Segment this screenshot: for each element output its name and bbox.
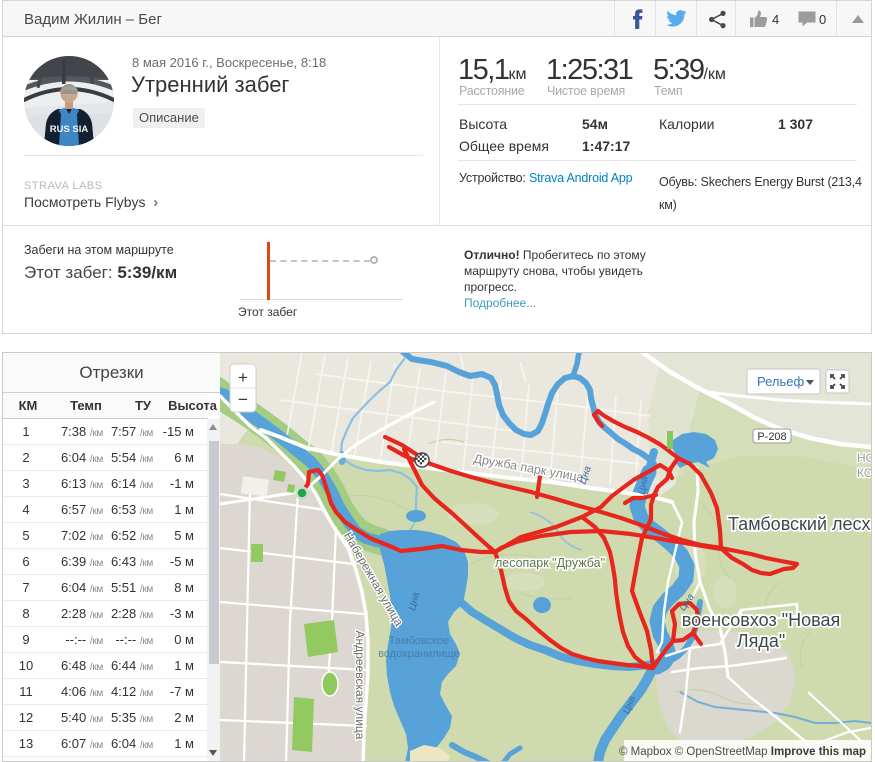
svg-text:Р-208: Р-208 — [757, 431, 786, 443]
svg-text:Цна: Цна — [407, 591, 422, 612]
svg-text:Рельеф: Рельеф — [757, 374, 804, 389]
svg-text:водохранилище: водохранилище — [378, 648, 460, 660]
svg-text:лесопарк "Дружба": лесопарк "Дружба" — [495, 556, 605, 570]
svg-text:© Mapbox © OpenStreetMap Impro: © Mapbox © OpenStreetMap Improve this ma… — [619, 746, 866, 758]
svg-text:RUS SIA: RUS SIA — [50, 124, 89, 135]
svg-text:Тамбовский лесхоз: Тамбовский лесхоз — [728, 514, 871, 534]
svg-text:Тамбовское: Тамбовское — [389, 635, 450, 647]
svg-text:−: − — [238, 390, 248, 409]
svg-text:Цна: Цна — [637, 475, 651, 495]
svg-text:КОВ: КОВ — [857, 466, 871, 480]
svg-text:военсовхоз "Новая: военсовхоз "Новая — [682, 610, 840, 630]
svg-text:+: + — [238, 368, 248, 387]
svg-text:Ляда": Ляда" — [737, 631, 785, 651]
svg-text:Андреевская улица: Андреевская улица — [353, 631, 367, 740]
svg-text:НОВ: НОВ — [857, 451, 871, 465]
